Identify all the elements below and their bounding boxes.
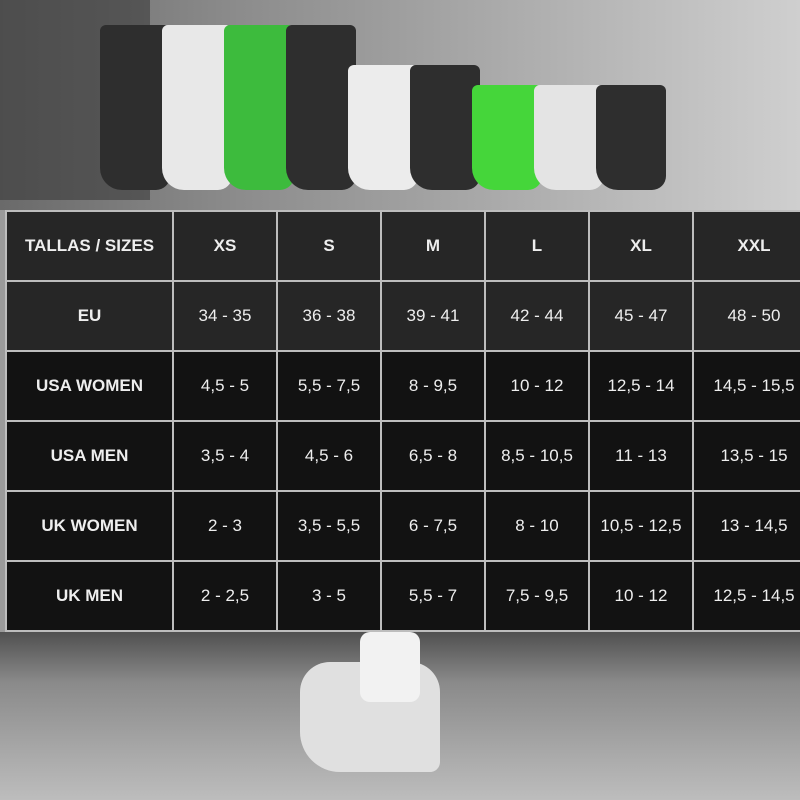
sock-image [534,85,604,190]
size-header: L [486,212,588,280]
size-chart-table: TALLAS / SIZES XS S M L XL XXL EU 34 - 35 36 - 38… [5,210,800,632]
size-value-cell: 34 - 35 [174,282,276,350]
size-value-cell: 3,5 - 5,5 [278,492,380,560]
sock-image [410,65,480,190]
size-value-cell: 48 - 50 [694,282,800,350]
sock-image [162,25,232,190]
size-value-cell: 13,5 - 15 [694,422,800,490]
size-value-cell: 10 - 12 [590,562,692,630]
size-value-cell: 6 - 7,5 [382,492,484,560]
size-value-cell: 13 - 14,5 [694,492,800,560]
size-value-cell: 10 - 12 [486,352,588,420]
size-value-cell: 8,5 - 10,5 [486,422,588,490]
size-value-cell: 42 - 44 [486,282,588,350]
sock-image [596,85,666,190]
size-value-cell: 39 - 41 [382,282,484,350]
size-header: XS [174,212,276,280]
size-header: XXL [694,212,800,280]
size-value-cell: 2 - 2,5 [174,562,276,630]
sock-image [100,25,170,190]
size-value-cell: 5,5 - 7,5 [278,352,380,420]
size-value-cell: 8 - 10 [486,492,588,560]
size-value-cell: 3,5 - 4 [174,422,276,490]
size-header: M [382,212,484,280]
row-label: EU [7,282,172,350]
size-value-cell: 7,5 - 9,5 [486,562,588,630]
size-value-cell: 2 - 3 [174,492,276,560]
sock-image [472,85,542,190]
sizes-label-header: TALLAS / SIZES [7,212,172,280]
size-value-cell: 45 - 47 [590,282,692,350]
sock-on-leg-image [360,632,420,702]
row-label: USA MEN [7,422,172,490]
size-value-cell: 11 - 13 [590,422,692,490]
size-value-cell: 14,5 - 15,5 [694,352,800,420]
size-value-cell: 12,5 - 14,5 [694,562,800,630]
runner-photo [0,632,800,800]
row-label: UK WOMEN [7,492,172,560]
sock-image [286,25,356,190]
size-header: S [278,212,380,280]
size-value-cell: 6,5 - 8 [382,422,484,490]
size-value-cell: 4,5 - 6 [278,422,380,490]
size-value-cell: 36 - 38 [278,282,380,350]
sock-image [348,65,418,190]
size-value-cell: 8 - 9,5 [382,352,484,420]
row-label: USA WOMEN [7,352,172,420]
row-label: UK MEN [7,562,172,630]
product-photo-socks [0,0,800,210]
size-value-cell: 5,5 - 7 [382,562,484,630]
size-value-cell: 4,5 - 5 [174,352,276,420]
size-value-cell: 3 - 5 [278,562,380,630]
size-header: XL [590,212,692,280]
size-value-cell: 10,5 - 12,5 [590,492,692,560]
sock-image [224,25,294,190]
size-value-cell: 12,5 - 14 [590,352,692,420]
